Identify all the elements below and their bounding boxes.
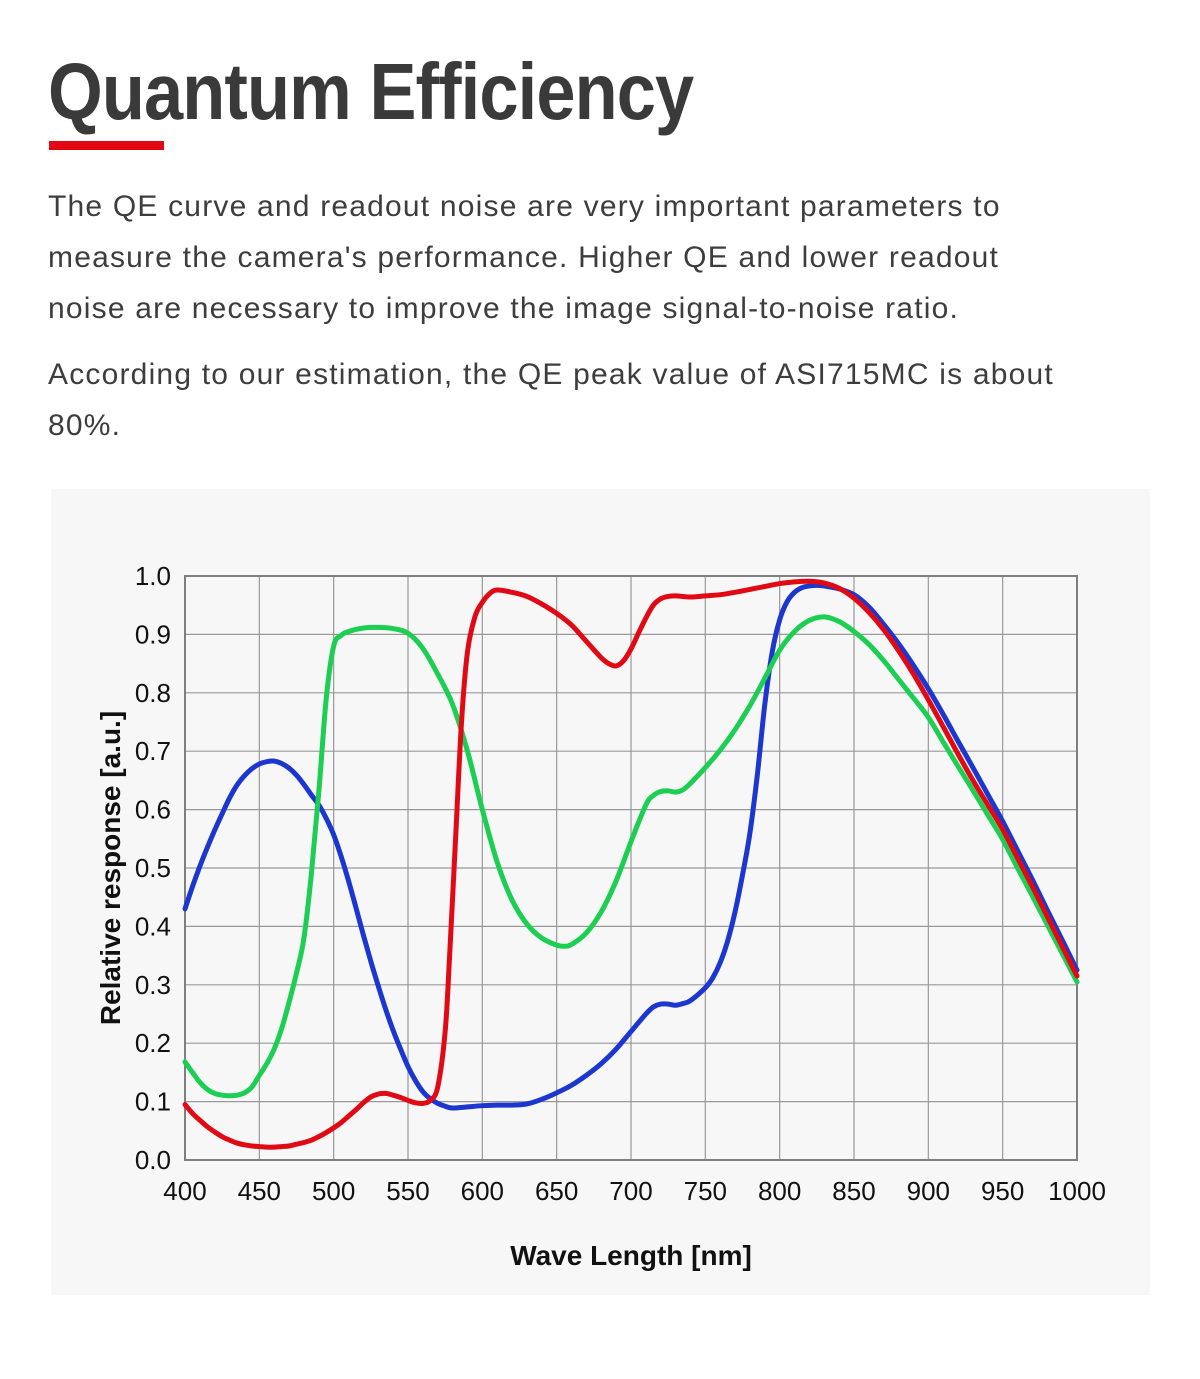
y-tick-label: 0.4 bbox=[135, 911, 171, 941]
y-tick-label: 0.7 bbox=[135, 736, 171, 766]
x-tick-label: 700 bbox=[609, 1176, 652, 1206]
y-tick-label: 0.5 bbox=[135, 853, 171, 883]
y-tick-label: 0.9 bbox=[135, 619, 171, 649]
y-tick-label: 0.0 bbox=[135, 1145, 171, 1175]
y-tick-label: 1.0 bbox=[135, 561, 171, 591]
x-tick-label: 500 bbox=[312, 1176, 355, 1206]
title-underline-accent bbox=[49, 141, 164, 150]
series-red-channel-line bbox=[182, 578, 1080, 1150]
y-tick-label: 0.6 bbox=[135, 795, 171, 825]
y-tick-label: 0.1 bbox=[135, 1087, 171, 1117]
qe-peak-paragraph: According to our estimation, the QE peak… bbox=[48, 358, 1054, 442]
page-title: Quantum Efficiency bbox=[48, 47, 694, 136]
x-tick-label: 800 bbox=[758, 1176, 801, 1206]
x-tick-label: 600 bbox=[461, 1176, 504, 1206]
intro-paragraph: The QE curve and readout noise are very … bbox=[48, 190, 1001, 325]
qe-chart-panel: 400 450 500 550 600 650 700 750 800 850 900 950 1000… bbox=[51, 489, 1150, 1295]
x-axis-title: Wave Length [nm] bbox=[510, 1240, 752, 1271]
series-blue-channel-line bbox=[182, 582, 1080, 1111]
y-tick-label: 0.2 bbox=[135, 1028, 171, 1058]
x-tick-label: 900 bbox=[907, 1176, 950, 1206]
qe-line-chart: 400 450 500 550 600 650 700 750 800 850 900 950 1000… bbox=[95, 561, 1106, 1271]
x-tick-label: 950 bbox=[981, 1176, 1024, 1206]
y-axis-title: Relative response [a.u.] bbox=[95, 711, 126, 1025]
plot-border bbox=[184, 575, 1078, 1161]
x-tick-label: 400 bbox=[163, 1176, 206, 1206]
x-tick-label: 1000 bbox=[1048, 1176, 1106, 1206]
y-tick-label: 0.8 bbox=[135, 678, 171, 708]
x-tick-label: 750 bbox=[684, 1176, 727, 1206]
series-green-channel-line bbox=[182, 614, 1080, 1099]
y-tick-label: 0.3 bbox=[135, 970, 171, 1000]
x-tick-label: 450 bbox=[238, 1176, 281, 1206]
x-tick-label: 850 bbox=[832, 1176, 875, 1206]
x-tick-label: 650 bbox=[535, 1176, 578, 1206]
x-tick-label: 550 bbox=[386, 1176, 429, 1206]
